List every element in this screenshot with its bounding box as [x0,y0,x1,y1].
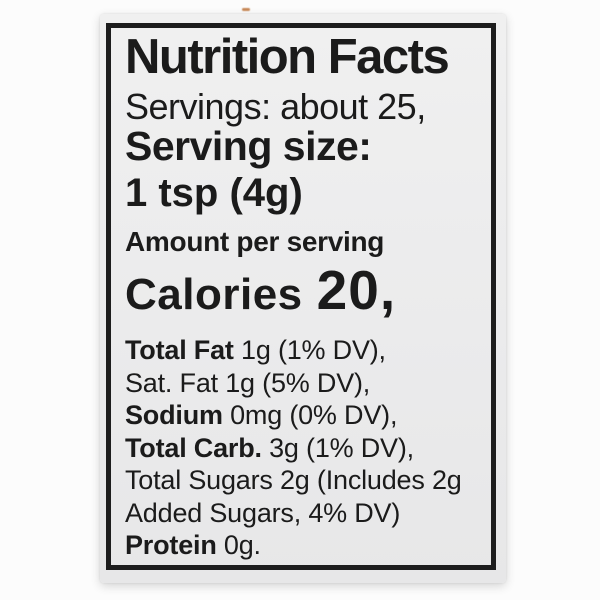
nutrient-row-protein: Protein 0g. [125,529,462,562]
calories-line: Calories 20, [125,263,396,318]
nutrient-row-total-fat: Total Fat 1g (1% DV), [125,334,462,367]
calories-label: Calories [125,270,303,319]
nutrient-value: Added Sugars, 4% DV) [125,497,401,528]
serving-size-value: 1 tsp (4g) [125,171,303,215]
calories-value: 20, [316,259,397,321]
label-content: Nutrition Facts Servings: about 25, Serv… [111,28,491,565]
amount-per-serving-label: Amount per serving [125,226,385,257]
nutrient-value: Sat. Fat 1g (5% DV), [125,367,371,398]
nutrition-label-card: Nutrition Facts Servings: about 25, Serv… [100,14,506,583]
label-title: Nutrition Facts [125,30,450,84]
nutrient-row-sodium: Sodium 0mg (0% DV), [125,399,462,432]
nutrient-value: 0mg (0% DV), [222,400,398,430]
nutrient-row-sat-fat: Sat. Fat 1g (5% DV), [125,367,462,400]
nutrient-name: Sodium [125,400,223,430]
nutrient-value: 0g. [216,530,261,560]
nutrient-value: 3g (1% DV), [261,432,414,463]
nutrient-value: Total Sugars 2g (Includes 2g [125,465,462,495]
nutrients-block: Total Fat 1g (1% DV), Sat. Fat 1g (5% DV… [125,334,462,562]
nutrient-name: Total Carb. [125,432,262,463]
label-rule-border: Nutrition Facts Servings: about 25, Serv… [106,23,496,570]
nutrient-value: 1g (1% DV), [233,335,386,365]
nutrient-row-added-sugars: Added Sugars, 4% DV) [125,497,462,530]
serving-size-heading: Serving size: [125,123,372,169]
nutrient-row-total-sugars: Total Sugars 2g (Includes 2g [125,464,462,497]
nutrient-name: Protein [125,530,217,560]
servings-line: Servings: about 25, [125,86,426,127]
nutrient-row-total-carb: Total Carb. 3g (1% DV), [125,432,462,465]
photo-artifact-speck [242,8,250,11]
nutrient-name: Total Fat [125,335,234,365]
